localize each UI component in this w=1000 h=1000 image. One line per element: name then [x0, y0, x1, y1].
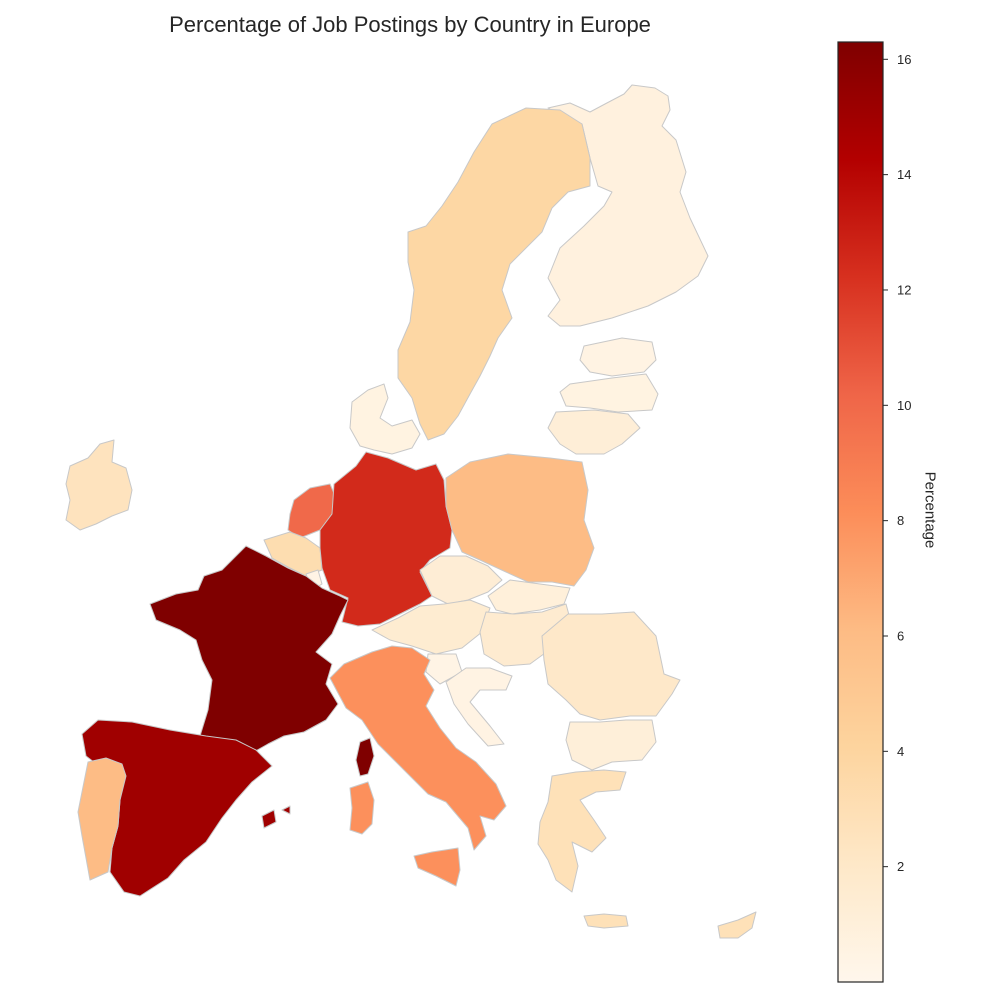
region-italy [329, 645, 507, 851]
region-cyprus [717, 911, 757, 939]
colorbar-tick-label-14: 14 [897, 167, 911, 182]
region-corsica [355, 737, 375, 777]
region-sweden [397, 107, 591, 441]
colorbar-tick-label-6: 6 [897, 628, 904, 643]
region-france [149, 545, 349, 753]
region-bulgaria [565, 719, 657, 771]
region-romania [541, 611, 681, 721]
region-denmark [349, 383, 421, 455]
region-czechia [419, 555, 503, 605]
region-sardinia [349, 781, 375, 835]
colorbar-tick-label-8: 8 [897, 513, 904, 528]
colorbar-ticks: 2 4 6 8 10 12 14 16 [883, 52, 911, 874]
map-title: Percentage of Job Postings by Country in… [169, 12, 651, 37]
colorbar-tick-label-12: 12 [897, 282, 911, 297]
region-crete [583, 913, 629, 929]
region-greece [537, 769, 627, 893]
region-poland [445, 453, 595, 587]
region-croatia [445, 667, 513, 747]
colorbar-label: Percentage [921, 471, 939, 549]
colorbar-tick-label-10: 10 [897, 398, 911, 413]
region-belgium [263, 531, 323, 577]
region-finland [547, 84, 709, 327]
region-slovakia [487, 579, 571, 615]
region-estonia [579, 337, 657, 377]
colorbar-tick-label-4: 4 [897, 744, 904, 759]
region-latvia [559, 373, 659, 413]
region-balearic-islands [261, 805, 291, 829]
colorbar-gradient [837, 41, 884, 983]
region-lithuania [547, 409, 641, 455]
region-sicily [413, 847, 461, 887]
region-portugal [77, 757, 127, 881]
country-layer [65, 84, 757, 939]
colorbar: 2 4 6 8 10 12 14 16 [837, 41, 911, 983]
region-ireland [65, 439, 133, 531]
colorbar-tick-label-2: 2 [897, 859, 904, 874]
colorbar-tick-label-16: 16 [897, 52, 911, 67]
